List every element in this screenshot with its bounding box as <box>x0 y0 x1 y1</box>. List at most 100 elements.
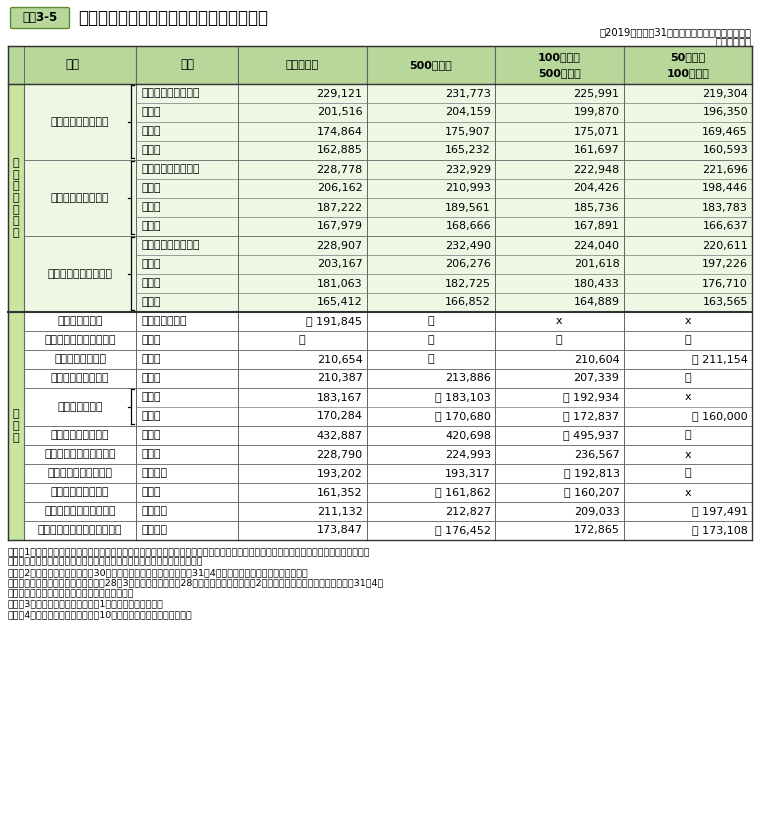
Bar <box>495 464 623 483</box>
Text: 大学院修士課程修了: 大学院修士課程修了 <box>141 241 199 251</box>
Bar <box>136 122 238 141</box>
Text: ＊ 192,813: ＊ 192,813 <box>563 468 619 479</box>
Bar <box>136 141 238 160</box>
Bar <box>623 293 752 312</box>
Bar <box>24 350 136 369</box>
Bar <box>136 464 238 483</box>
Text: 182,725: 182,725 <box>445 279 491 289</box>
Text: 220,611: 220,611 <box>702 241 748 251</box>
Text: 大学卒: 大学卒 <box>141 335 160 345</box>
Bar <box>136 274 238 293</box>
Bar <box>623 521 752 540</box>
Text: 165,232: 165,232 <box>445 145 491 155</box>
Bar <box>495 122 623 141</box>
Text: 187,222: 187,222 <box>316 203 363 212</box>
Text: 228,790: 228,790 <box>316 450 363 460</box>
Bar <box>136 236 238 255</box>
Text: 193,202: 193,202 <box>317 468 363 479</box>
Text: 162,885: 162,885 <box>317 145 363 155</box>
Bar <box>366 141 495 160</box>
Text: 高校卒: 高校卒 <box>141 412 160 422</box>
Text: 学歴: 学歴 <box>180 58 194 71</box>
Text: －: － <box>427 316 434 326</box>
Text: 海上技術学校卒: 海上技術学校卒 <box>141 316 186 326</box>
Bar <box>136 312 238 331</box>
Text: 大学院修士課程修了: 大学院修士課程修了 <box>141 164 199 174</box>
Text: 219,304: 219,304 <box>702 89 748 99</box>
Text: 232,929: 232,929 <box>445 164 491 174</box>
Bar <box>623 502 752 521</box>
Text: 189,561: 189,561 <box>445 203 491 212</box>
Text: ＊ 183,103: ＊ 183,103 <box>435 393 491 403</box>
Text: 新　卒　栄　養　士: 新 卒 栄 養 士 <box>51 487 109 497</box>
Text: 210,993: 210,993 <box>445 183 491 193</box>
Bar <box>366 369 495 388</box>
Bar <box>366 236 495 255</box>
Text: 新卒高等学校教諭: 新卒高等学校教諭 <box>54 354 106 364</box>
Bar <box>623 236 752 255</box>
Text: 養成所卒: 養成所卒 <box>141 525 167 535</box>
Bar <box>136 179 238 198</box>
Text: ＊ 197,491: ＊ 197,491 <box>692 506 748 516</box>
Bar <box>24 426 136 445</box>
Bar <box>24 464 136 483</box>
Bar <box>495 46 623 84</box>
Bar <box>136 350 238 369</box>
Text: （2019年（平成31年）職種別民間給与実態調査）: （2019年（平成31年）職種別民間給与実態調査） <box>600 27 752 37</box>
Bar <box>366 312 495 331</box>
Bar <box>366 255 495 274</box>
Text: 大学院修士課程修了: 大学院修士課程修了 <box>141 89 199 99</box>
Text: 企業規模計: 企業規模計 <box>286 60 318 70</box>
Text: －: － <box>427 335 434 345</box>
Bar <box>623 198 752 217</box>
Text: ＊ 161,862: ＊ 161,862 <box>435 487 491 497</box>
Bar <box>136 369 238 388</box>
Bar <box>136 445 238 464</box>
Text: 163,565: 163,565 <box>702 297 748 307</box>
Text: 2　「準新卒」とは、平成30年度中に資格免許を取得し、平成31年4月までの間に採用された者をいう。: 2 「準新卒」とは、平成30年度中に資格免許を取得し、平成31年4月までの間に採… <box>8 568 309 577</box>
Text: 新　卒　事　務　員: 新 卒 事 務 員 <box>51 117 109 127</box>
Bar <box>623 274 752 293</box>
Bar <box>366 103 495 122</box>
Bar <box>8 84 24 312</box>
Bar <box>495 388 623 407</box>
Bar <box>24 388 136 426</box>
Bar <box>623 160 752 179</box>
Text: 準　新　卒　薬　剤　師: 準 新 卒 薬 剤 師 <box>44 450 116 460</box>
Bar <box>623 464 752 483</box>
Bar <box>366 179 495 198</box>
Bar <box>623 369 752 388</box>
Bar <box>136 407 238 426</box>
Bar <box>238 46 366 84</box>
Text: 232,490: 232,490 <box>445 241 491 251</box>
Text: 231,773: 231,773 <box>445 89 491 99</box>
Text: 181,063: 181,063 <box>317 279 363 289</box>
Text: 213,886: 213,886 <box>445 374 491 383</box>
Bar <box>623 122 752 141</box>
Bar <box>495 103 623 122</box>
Text: 100人未満: 100人未満 <box>667 68 709 78</box>
Text: 175,907: 175,907 <box>445 126 491 136</box>
Text: 165,412: 165,412 <box>317 297 363 307</box>
Bar <box>238 502 366 521</box>
Bar <box>24 312 136 331</box>
Text: 420,698: 420,698 <box>445 431 491 441</box>
Text: 224,040: 224,040 <box>574 241 619 251</box>
Bar <box>623 388 752 407</box>
Bar <box>495 179 623 198</box>
Bar <box>238 331 366 350</box>
Text: 事
務
・
技
術
関
係: 事 務 ・ 技 術 関 係 <box>13 159 19 238</box>
Bar <box>366 198 495 217</box>
Bar <box>623 103 752 122</box>
Text: 164,889: 164,889 <box>574 297 619 307</box>
Text: －: － <box>556 335 562 345</box>
Text: ＊ 192,934: ＊ 192,934 <box>563 393 619 403</box>
Text: 短大卒: 短大卒 <box>141 203 160 212</box>
Text: 206,162: 206,162 <box>317 183 363 193</box>
Bar <box>623 141 752 160</box>
Bar <box>366 350 495 369</box>
Bar <box>8 46 136 84</box>
Text: 新卒研究補助員: 新卒研究補助員 <box>57 402 103 412</box>
Text: 養成所卒: 養成所卒 <box>141 468 167 479</box>
Text: 210,604: 210,604 <box>574 354 619 364</box>
